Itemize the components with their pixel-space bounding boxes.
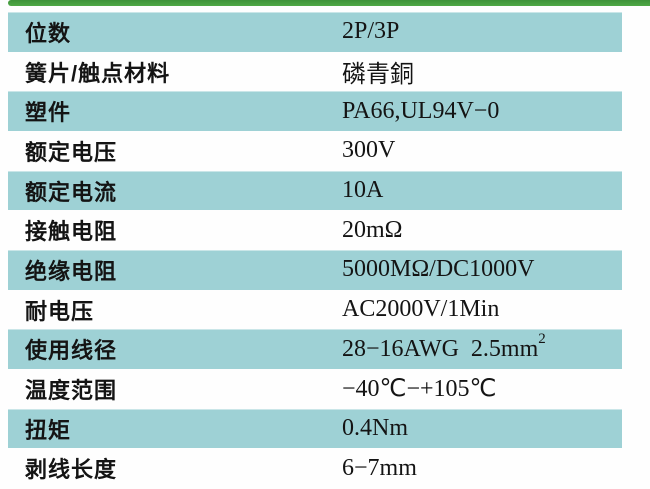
spec-value: 2P/3P — [342, 18, 400, 45]
table-row: 额定电流 10A — [8, 170, 622, 211]
spec-value: AC2000V/1Min — [342, 296, 500, 323]
spec-label: 位数 — [25, 20, 72, 46]
spec-value: 20mΩ — [342, 216, 403, 243]
spec-label: 接触电阻 — [25, 219, 118, 245]
spec-value: 10A — [342, 177, 384, 204]
table-row: 扭矩 0.4Nm — [8, 408, 622, 449]
spec-value: PA66,UL94V−0 — [342, 97, 500, 124]
spec-label: 额定电压 — [25, 139, 118, 165]
table-row: 绝缘电阻 5000MΩ/DC1000V — [8, 250, 622, 290]
table-row: 塑件 PA66,UL94V−0 — [8, 91, 622, 132]
table-row: 使用线径 28−16AWG 2.5mm2 — [8, 329, 622, 370]
spec-value-text: 28−16AWG 2.5mm — [342, 335, 539, 362]
spec-label: 塑件 — [25, 100, 72, 126]
table-row: 簧片/触点材料 磷青銅 — [8, 52, 622, 92]
spec-value: −40℃−+105℃ — [342, 376, 497, 403]
table-row: 温度范围 −40℃−+105℃ — [8, 369, 622, 409]
spec-label: 耐电压 — [25, 298, 95, 324]
spec-label: 扭矩 — [25, 417, 72, 443]
spec-value: 0.4Nm — [342, 415, 408, 442]
top-accent-bar — [8, 0, 650, 6]
spec-label: 簧片/触点材料 — [25, 60, 171, 86]
spec-value: 28−16AWG 2.5mm2 — [342, 331, 546, 363]
spec-table: 位数 2P/3P 簧片/触点材料 磷青銅 塑件 PA66,UL94V−0 额定电… — [8, 12, 622, 488]
table-row: 剥线长度 6−7mm — [8, 448, 622, 488]
table-row: 位数 2P/3P — [8, 12, 622, 52]
table-row: 额定电压 300V — [8, 131, 622, 171]
spec-label: 温度范围 — [25, 377, 118, 403]
spec-value: 磷青銅 — [342, 62, 414, 88]
spec-label: 剥线长度 — [25, 457, 118, 483]
spec-label: 绝缘电阻 — [25, 258, 118, 284]
table-row: 接触电阻 20mΩ — [8, 210, 622, 250]
spec-value: 5000MΩ/DC1000V — [342, 256, 535, 283]
spec-label: 使用线径 — [25, 338, 118, 364]
table-row: 耐电压 AC2000V/1Min — [8, 290, 622, 330]
spec-value-superscript: 2 — [538, 330, 546, 347]
spec-value: 300V — [342, 137, 396, 164]
spec-value: 6−7mm — [342, 454, 417, 481]
spec-label: 额定电流 — [25, 179, 118, 205]
